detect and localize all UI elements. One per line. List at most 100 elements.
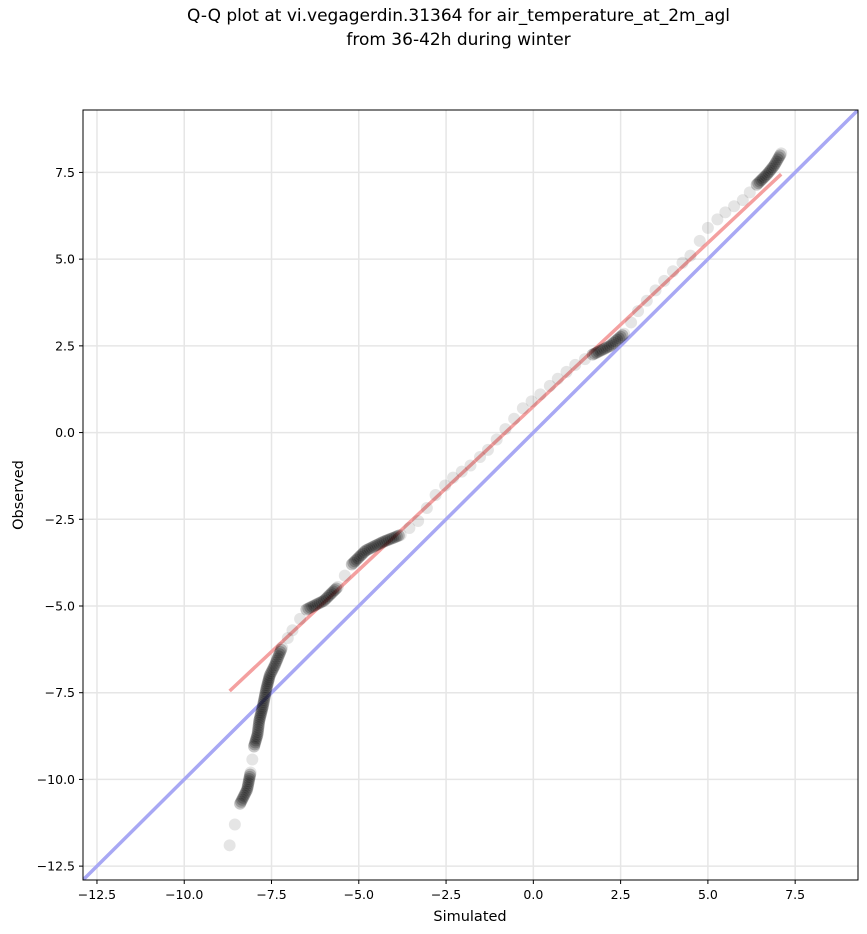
data-point xyxy=(322,590,335,603)
data-point xyxy=(258,691,271,704)
data-point xyxy=(666,265,679,278)
data-point xyxy=(762,166,775,179)
fit-line-layer xyxy=(228,172,783,693)
data-point xyxy=(711,213,724,226)
data-point xyxy=(228,818,241,831)
data-point xyxy=(313,596,326,609)
data-point xyxy=(616,329,629,342)
data-point xyxy=(612,332,625,345)
data-point xyxy=(241,779,254,792)
data-point xyxy=(604,339,617,352)
x-tick-label: −5.0 xyxy=(344,887,374,902)
plot-frame xyxy=(82,109,859,881)
grid xyxy=(83,110,858,880)
data-point xyxy=(249,734,262,747)
x-tick-label: −7.5 xyxy=(256,887,286,902)
chart-subtitle: from 36-42h during winter xyxy=(346,30,571,50)
data-point xyxy=(719,206,732,219)
data-point xyxy=(684,249,697,262)
data-point xyxy=(250,732,263,745)
data-point xyxy=(310,598,323,611)
data-point xyxy=(392,529,405,542)
data-point xyxy=(750,178,763,191)
data-point xyxy=(258,689,271,702)
data-point xyxy=(238,789,251,802)
data-point xyxy=(758,171,771,184)
data-point xyxy=(255,704,268,717)
data-point xyxy=(259,685,272,698)
data-point xyxy=(598,342,611,355)
data-point xyxy=(625,316,638,329)
data-point xyxy=(345,558,358,571)
data-point xyxy=(602,340,615,353)
data-point xyxy=(769,157,782,170)
data-point xyxy=(356,547,369,560)
data-point xyxy=(640,294,653,307)
x-tick-label: −12.5 xyxy=(78,887,116,902)
data-point xyxy=(306,600,319,613)
data-point xyxy=(632,305,645,318)
data-point xyxy=(347,556,360,569)
data-point xyxy=(223,839,236,852)
data-point xyxy=(251,728,264,741)
data-point xyxy=(248,740,261,753)
data-points xyxy=(223,147,788,852)
y-tick-label: 2.5 xyxy=(55,338,75,353)
data-point xyxy=(543,379,556,392)
data-point xyxy=(243,772,256,785)
x-tick-label: 7.5 xyxy=(785,887,805,902)
data-point xyxy=(338,569,351,582)
data-point xyxy=(439,479,452,492)
data-point xyxy=(701,221,714,234)
data-point xyxy=(761,168,774,181)
data-point xyxy=(254,710,267,723)
data-point xyxy=(271,652,284,665)
data-point xyxy=(611,333,624,346)
data-point xyxy=(275,643,288,656)
x-tick-label: 2.5 xyxy=(611,887,631,902)
data-point xyxy=(331,580,344,593)
data-point xyxy=(262,675,275,688)
y-tick-label: 0.0 xyxy=(55,425,75,440)
data-point xyxy=(371,538,384,551)
data-point xyxy=(765,162,778,175)
data-point xyxy=(551,372,564,385)
data-point xyxy=(254,708,267,721)
data-point xyxy=(560,365,573,378)
data-point xyxy=(256,700,269,713)
data-point xyxy=(269,656,282,669)
data-point xyxy=(320,591,333,604)
data-point xyxy=(308,599,321,612)
data-point xyxy=(328,583,341,596)
data-point xyxy=(324,588,337,601)
data-point xyxy=(755,174,768,187)
data-point xyxy=(251,726,264,739)
data-point xyxy=(248,738,261,751)
data-point xyxy=(578,353,591,366)
data-point xyxy=(239,787,252,800)
data-point xyxy=(269,658,282,671)
data-point xyxy=(275,641,288,654)
data-point xyxy=(263,671,276,684)
y-tick-label: −7.5 xyxy=(45,685,75,700)
data-point xyxy=(464,459,477,472)
data-point xyxy=(383,533,396,546)
y-axis-label: Observed xyxy=(11,460,27,530)
data-point xyxy=(752,177,765,190)
data-point xyxy=(274,645,287,658)
data-point xyxy=(330,582,343,595)
data-point xyxy=(286,624,299,637)
data-point xyxy=(412,515,425,528)
data-point xyxy=(693,234,706,247)
y-tick-label: 7.5 xyxy=(55,165,75,180)
y-tick-label: −2.5 xyxy=(45,512,75,527)
data-point xyxy=(236,793,249,806)
data-point xyxy=(253,714,266,727)
data-point xyxy=(241,781,254,794)
data-point xyxy=(420,502,433,515)
data-point xyxy=(260,683,273,696)
data-point xyxy=(241,783,254,796)
data-point xyxy=(429,489,442,501)
data-point xyxy=(756,172,769,185)
